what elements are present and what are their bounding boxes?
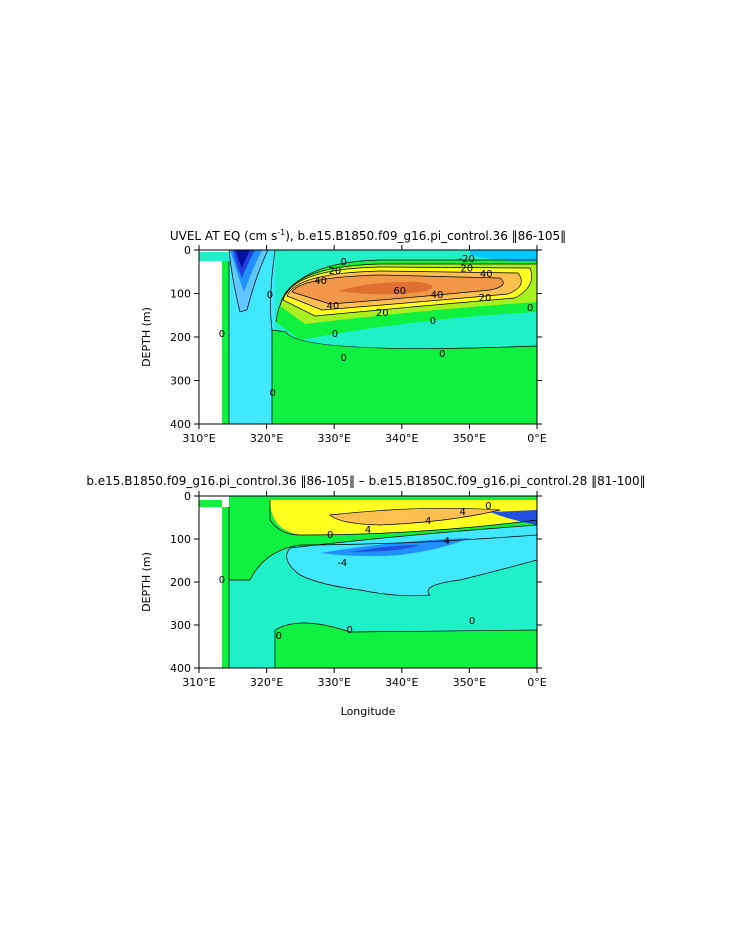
- panel-title: b.e15.B1850.f09_g16.pi_control.36 ‖86-10…: [86, 474, 645, 488]
- x-tick-label: 0°E: [527, 432, 546, 445]
- contour-fill: [199, 250, 537, 424]
- x-tick-label: 350°E: [453, 432, 486, 445]
- y-axis-label: DEPTH (m): [140, 552, 153, 612]
- panel-title: UVEL AT EQ (cm s-1), b.e15.B1850.f09_g16…: [170, 228, 566, 243]
- title-part: b.e15.B1850.f09_g16.pi_control.36 ‖86-10…: [86, 474, 645, 488]
- contour-label: 0: [267, 290, 273, 301]
- y-tick-label: 300: [170, 375, 191, 388]
- contour-label: -20: [459, 254, 475, 265]
- x-tick-label: 340°E: [385, 676, 418, 689]
- y-tick-label: 100: [170, 288, 191, 301]
- contour-label: 0: [430, 316, 436, 327]
- contour-label: 4: [459, 507, 465, 518]
- x-tick-label: 330°E: [317, 676, 350, 689]
- contour-label: 0: [527, 303, 533, 314]
- x-tick-label: 330°E: [317, 432, 350, 445]
- contour-label: 40: [326, 301, 339, 312]
- y-tick-label: 200: [170, 576, 191, 589]
- contour-label: 60: [393, 286, 406, 297]
- y-tick-label: 300: [170, 619, 191, 632]
- y-axis-label: DEPTH (m): [140, 307, 153, 367]
- contour-label: 4: [365, 525, 371, 536]
- contour-label: 0: [469, 616, 475, 627]
- contour-label: 0: [332, 329, 338, 340]
- contour-label: 0: [439, 349, 445, 360]
- x-axis-label: Longitude: [341, 705, 396, 718]
- contour-label: 0: [485, 501, 491, 512]
- x-tick-label: 320°E: [250, 432, 283, 445]
- contour-label: 0: [340, 353, 346, 364]
- contour-label: 40: [314, 276, 327, 287]
- y-tick-label: 200: [170, 331, 191, 344]
- contour-label: 0: [219, 329, 225, 340]
- contour-label: 0: [219, 575, 225, 586]
- y-tick-label: 400: [170, 662, 191, 675]
- x-tick-label: 310°E: [182, 432, 215, 445]
- contour-label: 20: [376, 308, 389, 319]
- contour-label: 40: [480, 269, 493, 280]
- contour-label: 20: [479, 293, 492, 304]
- x-tick-label: 310°E: [182, 676, 215, 689]
- contour-label: 0: [340, 257, 346, 268]
- contour-label: 40: [431, 290, 444, 301]
- contour-label: 0: [347, 625, 353, 636]
- title-part: ), b.e15.B1850.f09_g16.pi_control.36 ‖86…: [285, 229, 566, 243]
- contour-fill: [199, 496, 537, 668]
- contour-label: 20: [460, 263, 473, 274]
- y-tick-label: 400: [170, 418, 191, 431]
- x-tick-label: 340°E: [385, 432, 418, 445]
- title-superscript: -1: [277, 228, 285, 237]
- contour-label: -4: [440, 536, 450, 547]
- contour-label: 4: [425, 516, 431, 527]
- contour-label: 0: [269, 388, 275, 399]
- y-tick-label: 0: [184, 244, 191, 257]
- x-tick-label: 350°E: [453, 676, 486, 689]
- x-tick-label: 0°E: [527, 676, 546, 689]
- x-tick-label: 320°E: [250, 676, 283, 689]
- contour-label: 0: [276, 631, 282, 642]
- contour-label: -4: [337, 558, 347, 569]
- y-tick-label: 100: [170, 533, 191, 546]
- contour-label: 20: [329, 266, 342, 277]
- y-tick-label: 0: [184, 490, 191, 503]
- title-part: UVEL AT EQ (cm s: [170, 229, 277, 243]
- contour-label: 0: [327, 530, 333, 541]
